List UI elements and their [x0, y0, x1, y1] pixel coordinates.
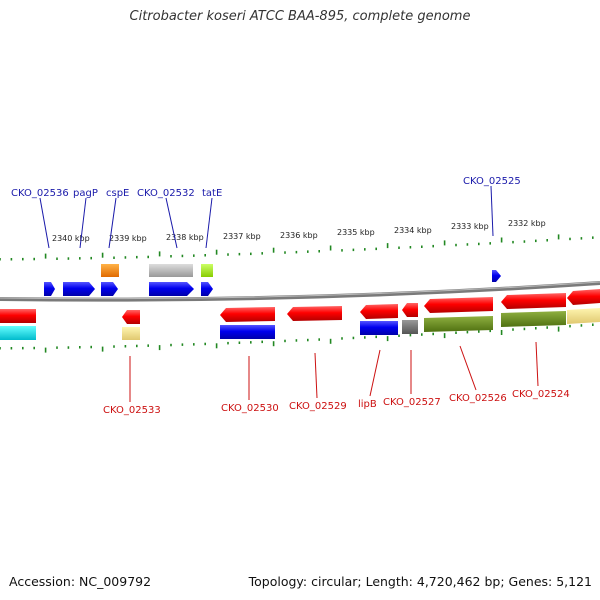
gene-shape[interactable] — [44, 282, 55, 296]
reverse-gene-labels — [129, 341, 539, 402]
gene-label-cspE[interactable]: cspE — [106, 188, 129, 199]
gene-label-CKO_02526[interactable]: CKO_02526 — [449, 393, 507, 404]
gene-shape[interactable] — [149, 282, 194, 296]
gene-shape[interactable] — [101, 282, 118, 296]
kbp-label-2338: 2338 kbp — [166, 233, 204, 242]
forward-gene-track — [44, 264, 501, 296]
feature-shape[interactable] — [122, 327, 140, 340]
gene-shape[interactable] — [501, 293, 566, 309]
feature-shape[interactable] — [424, 316, 493, 332]
gene-label-CKO_02529[interactable]: CKO_02529 — [289, 401, 347, 412]
accession-text: Accession: NC_009792 — [9, 574, 152, 589]
kbp-label-2334: 2334 kbp — [394, 226, 432, 235]
kbp-label-2339: 2339 kbp — [109, 234, 147, 243]
forward-tick-row — [0, 234, 594, 261]
gene-label-CKO_02533[interactable]: CKO_02533 — [103, 405, 161, 416]
feature-shape[interactable] — [149, 264, 193, 277]
gene-shape[interactable] — [360, 304, 398, 319]
gene-shape[interactable] — [567, 289, 600, 305]
gene-shape[interactable] — [201, 282, 213, 296]
gene-label-CKO_02524[interactable]: CKO_02524 — [512, 389, 570, 400]
gene-shape[interactable] — [220, 307, 275, 322]
gene-shape[interactable] — [287, 306, 342, 321]
gene-label-pagP[interactable]: pagP — [73, 188, 98, 199]
gene-label-CKO_02527[interactable]: CKO_02527 — [383, 397, 441, 408]
gene-shape[interactable] — [424, 297, 493, 313]
gene-shape[interactable] — [402, 303, 418, 317]
gene-shape[interactable] — [122, 310, 140, 324]
genome-summary-text: Topology: circular; Length: 4,720,462 bp… — [248, 574, 592, 589]
gene-label-CKO_02525[interactable]: CKO_02525 — [463, 176, 521, 187]
feature-shape[interactable] — [0, 326, 36, 340]
feature-shape[interactable] — [220, 325, 275, 339]
gene-shape[interactable] — [63, 282, 95, 296]
feature-shape[interactable] — [101, 264, 119, 277]
feature-shape[interactable] — [402, 320, 418, 334]
map-title: Citrobacter koseri ATCC BAA-895, complet… — [129, 9, 471, 24]
gene-label-CKO_02532[interactable]: CKO_02532 — [137, 188, 195, 199]
feature-shape[interactable] — [567, 308, 600, 324]
kbp-label-2332: 2332 kbp — [508, 219, 546, 228]
feature-shape[interactable] — [501, 311, 566, 327]
kbp-label-2335: 2335 kbp — [337, 228, 375, 237]
scale-labels: 2340 kbp 2339 kbp 2338 kbp 2337 kbp 2336… — [52, 219, 546, 243]
kbp-label-2340: 2340 kbp — [52, 234, 90, 243]
gene-label-CKO_02536[interactable]: CKO_02536 — [11, 188, 69, 199]
gene-label-tatE[interactable]: tatE — [202, 188, 222, 199]
reverse-gene-track — [0, 289, 600, 340]
genome-backbone — [0, 281, 600, 302]
kbp-label-2336: 2336 kbp — [280, 231, 318, 240]
gene-shape[interactable] — [0, 309, 36, 323]
gene-label-CKO_02530[interactable]: CKO_02530 — [221, 403, 279, 414]
forward-gene-labels — [39, 185, 494, 249]
feature-shape[interactable] — [201, 264, 213, 277]
kbp-label-2333: 2333 kbp — [451, 222, 489, 231]
kbp-label-2337: 2337 kbp — [223, 232, 261, 241]
gene-shape[interactable] — [492, 270, 501, 282]
feature-shape[interactable] — [360, 321, 398, 335]
gene-label-lipB[interactable]: lipB — [358, 399, 377, 410]
reverse-tick-row — [0, 323, 594, 353]
